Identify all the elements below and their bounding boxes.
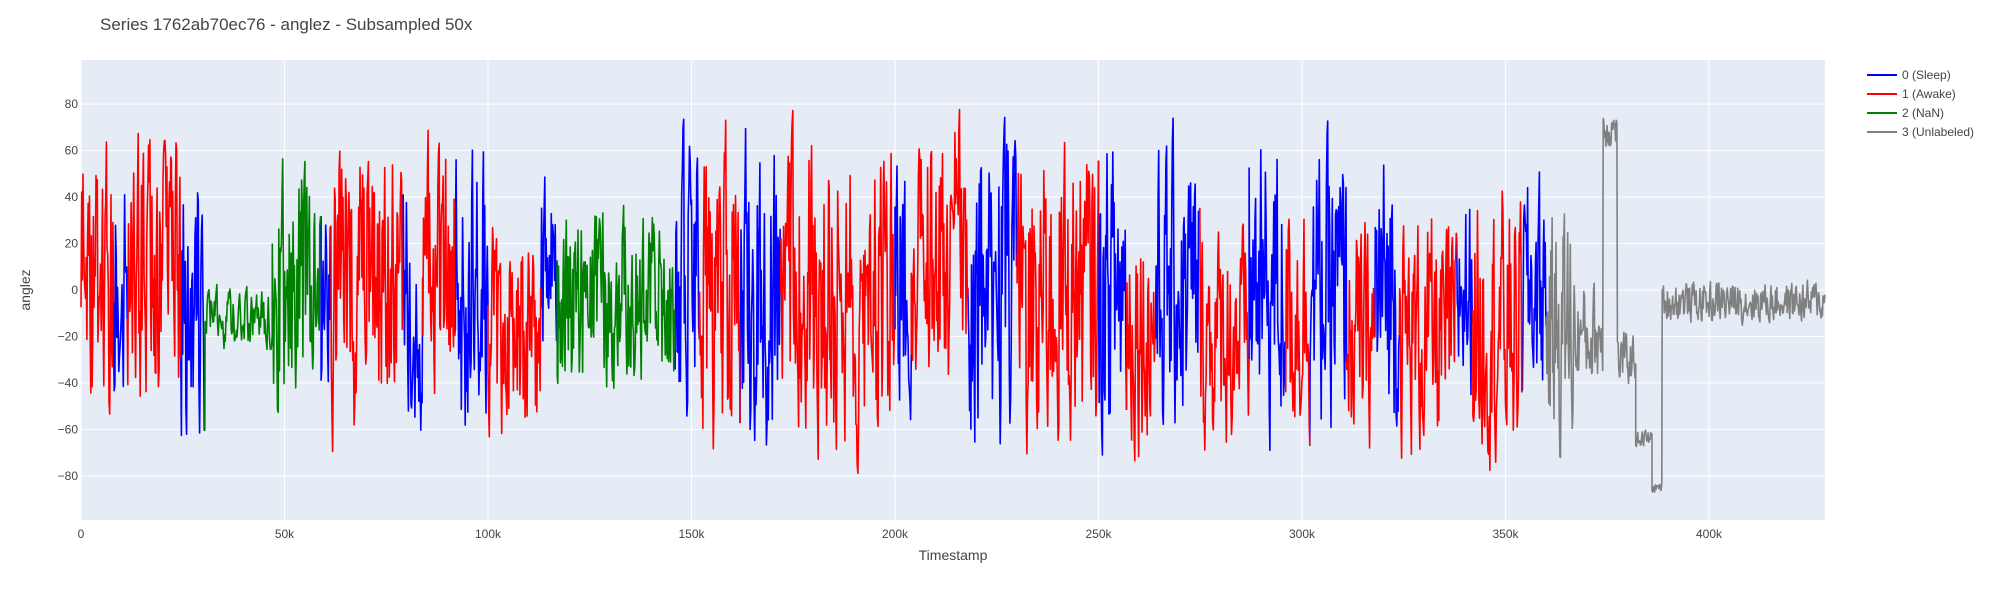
y-tick-label: 80 [65,97,79,111]
legend-label: 2 (NaN) [1902,106,1944,120]
y-tick-label: 60 [65,144,79,158]
y-axis-title: anglez [17,269,33,310]
x-tick-label: 350k [1492,527,1519,541]
chart-title: Series 1762ab70ec76 - anglez - Subsample… [100,15,473,34]
series-line-2 [204,158,676,431]
y-tick-label: 20 [65,237,79,251]
x-tick-label: 0 [78,527,85,541]
legend-label: 1 (Awake) [1902,87,1956,101]
y-tick-label: 40 [65,190,79,204]
x-tick-label: 300k [1289,527,1316,541]
y-tick-label: −40 [58,376,79,390]
legend-label: 3 (Unlabeled) [1902,125,1974,139]
x-tick-label: 200k [882,527,909,541]
legend: 0 (Sleep) 1 (Awake) 2 (NaN) 3 (Unlabeled) [1867,68,1974,139]
x-axis-title: Timestamp [919,547,988,563]
y-tick-label: −20 [58,329,79,343]
series-line-3 [1545,117,1826,493]
legend-label: 0 (Sleep) [1902,68,1951,82]
series-line-1 [80,108,1523,474]
x-axis-ticks: 0 50k 100k 150k 200k 250k 300k 350k 400k [78,527,1723,541]
x-tick-label: 100k [475,527,502,541]
y-tick-label: −80 [58,469,79,483]
x-tick-label: 50k [275,527,295,541]
series-traces [80,108,1826,493]
x-tick-label: 400k [1696,527,1723,541]
x-tick-label: 150k [678,527,705,541]
y-tick-label: 0 [71,283,78,297]
x-tick-label: 250k [1085,527,1112,541]
y-tick-label: −60 [58,422,79,436]
y-axis-ticks: −80 −60 −40 −20 0 20 40 60 80 [58,97,79,483]
series-line-0 [112,116,1547,456]
